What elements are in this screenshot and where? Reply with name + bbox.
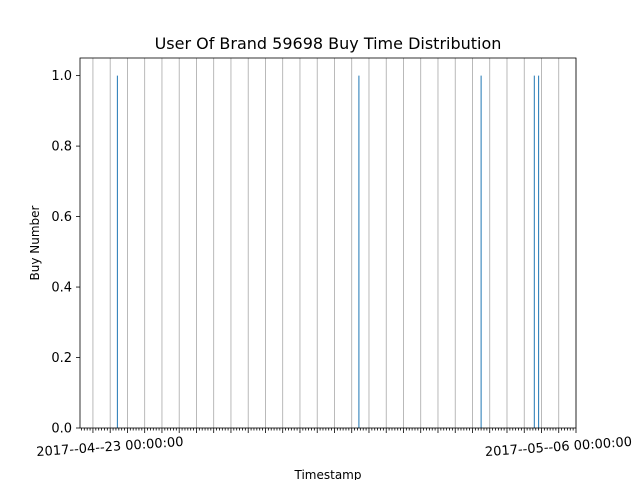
plot-frame [79, 57, 577, 429]
y-tick-label: 0.8 [51, 140, 72, 155]
y-tick-label: 1.0 [51, 69, 72, 84]
x-axis-label: Timestamp [294, 468, 362, 480]
y-tick-label: 0.0 [51, 422, 72, 437]
bars [116, 75, 540, 428]
bar [116, 75, 118, 428]
grid [92, 58, 577, 428]
x-tick-label: 2017--04--23 00:00:00 [36, 435, 184, 460]
x-tick-label: 2017--05--06 00:00:00 [484, 435, 632, 460]
bar [480, 75, 482, 428]
bar [358, 75, 360, 428]
y-tick-label: 0.4 [51, 281, 72, 296]
chart-title: User Of Brand 59698 Buy Time Distributio… [155, 34, 502, 53]
bar [533, 75, 535, 428]
y-tick-label: 0.2 [51, 351, 72, 366]
bar [538, 75, 540, 428]
y-tick-label: 0.6 [51, 210, 72, 225]
y-axis-label: Buy Number [28, 205, 42, 280]
